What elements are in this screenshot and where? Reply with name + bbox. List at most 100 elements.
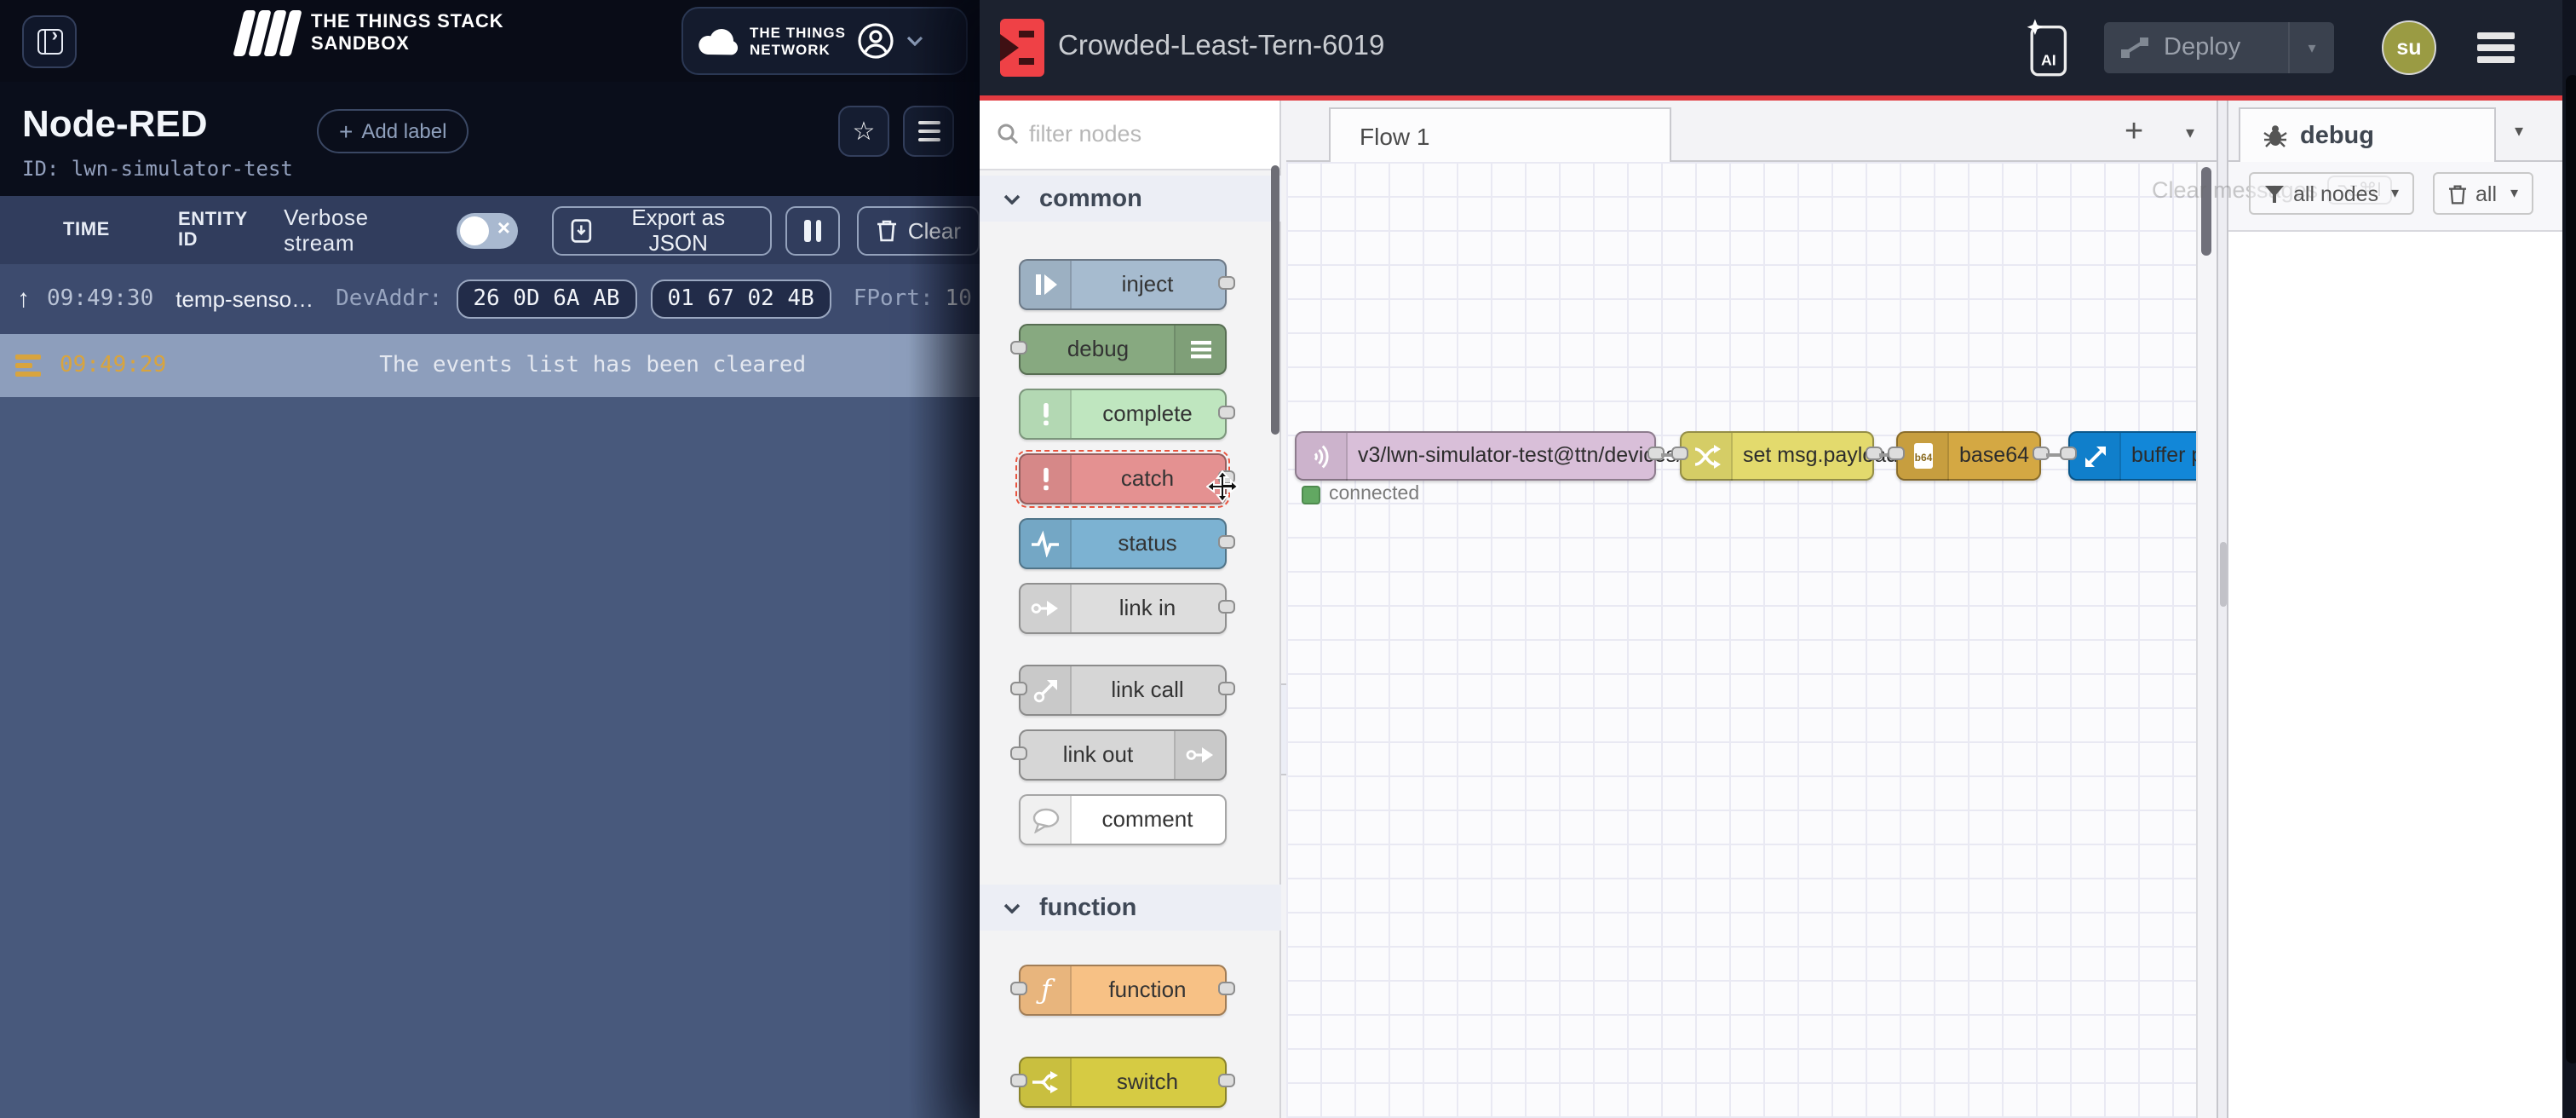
- events-list-icon: [15, 354, 43, 377]
- event-row-uplink[interactable]: ↑ 09:49:30 temp-senso… DevAddr: 26 0D 6A…: [0, 264, 980, 334]
- wire[interactable]: [1661, 453, 1675, 457]
- chevron-down-icon: ▾: [2510, 184, 2518, 201]
- plus-icon: +: [339, 118, 354, 145]
- deploy-button[interactable]: Deploy ▾: [2104, 22, 2334, 73]
- bug-icon: [2263, 125, 2287, 147]
- node-port-left[interactable]: [2060, 447, 2077, 460]
- add-flow-button[interactable]: +: [2114, 112, 2153, 153]
- palette-node-comment[interactable]: comment: [1019, 794, 1227, 845]
- palette-node-link-out[interactable]: link out: [1010, 729, 1227, 781]
- payload-badge[interactable]: 01 67 02 4B: [650, 280, 831, 319]
- add-label-button[interactable]: + Add label: [317, 109, 469, 153]
- tab-debug[interactable]: debug: [2239, 107, 2496, 162]
- flow-node-buffer-parser[interactable]: buffer parser: [2060, 430, 2196, 480]
- verbose-stream-toggle[interactable]: ×: [457, 212, 519, 248]
- node-port-left[interactable]: [1010, 682, 1027, 695]
- workspace-tabbar: Flow 1 + ▾: [1286, 100, 2217, 162]
- palette-node-debug[interactable]: debug: [1010, 324, 1227, 375]
- palette-node-link-call[interactable]: link call: [1010, 665, 1235, 716]
- flow-node-set-msg-payload[interactable]: set msg.payload: [1671, 430, 1898, 480]
- palette-node-inject[interactable]: inject: [1019, 259, 1235, 310]
- node-port-right[interactable]: [1218, 682, 1235, 695]
- palette-search[interactable]: filter nodes: [980, 100, 1281, 170]
- wire[interactable]: [2046, 453, 2063, 457]
- debug-messages-panel[interactable]: [2228, 232, 2562, 1118]
- search-icon: [998, 124, 1019, 145]
- palette-node-complete[interactable]: complete: [1019, 389, 1235, 440]
- node-palette: common inject debug complete catch status link…: [980, 170, 1281, 1118]
- header-accent-line: [980, 95, 2562, 100]
- node-port-right[interactable]: [1218, 1074, 1235, 1087]
- node-port-right[interactable]: [1218, 406, 1235, 419]
- clear-events-button[interactable]: Clear: [856, 205, 980, 255]
- debug-filter-button[interactable]: all nodes ▾: [2249, 172, 2414, 215]
- devaddr-badge[interactable]: 26 0D 6A AB: [456, 280, 637, 319]
- time-column-header: TIME: [63, 220, 110, 240]
- tts-logo-icon: [233, 10, 302, 56]
- node-port-left[interactable]: [1010, 341, 1027, 354]
- chevron-down-icon: ▾: [2390, 184, 2399, 201]
- ai-assistant-button[interactable]: AI: [2022, 17, 2070, 78]
- palette-section-common[interactable]: common: [980, 176, 1281, 222]
- exclamation-icon: [1021, 390, 1072, 438]
- debug-lines-icon: [1174, 326, 1225, 373]
- svg-text:AI: AI: [2041, 52, 2056, 69]
- background-window-strip: [2562, 0, 2576, 1118]
- svg-text:ƒ: ƒ: [1035, 975, 1055, 1006]
- chevron-down-icon: ▾: [2308, 38, 2316, 55]
- palette-node-label: function: [1108, 977, 1187, 1002]
- sidebar-toggle-icon: [37, 25, 62, 55]
- node-port-right[interactable]: [1218, 600, 1235, 614]
- main-menu-button[interactable]: [2477, 32, 2515, 62]
- event-row-cleared[interactable]: 09:49:29 The events list has been cleare…: [0, 334, 980, 397]
- account-line2: NETWORK: [750, 41, 831, 58]
- deploy-nodes-icon: [2121, 36, 2150, 60]
- palette-node-link-in[interactable]: link in: [1019, 583, 1235, 634]
- account-menu-button[interactable]: THE THINGS NETWORK: [681, 7, 968, 75]
- palette-node-switch[interactable]: switch: [1010, 1057, 1235, 1108]
- debug-clear-button[interactable]: all ▾: [2433, 172, 2533, 215]
- palette-node-function[interactable]: ƒ function: [1010, 965, 1235, 1016]
- palette-node-status[interactable]: status: [1019, 518, 1235, 569]
- palette-search-placeholder: filter nodes: [1029, 121, 1142, 147]
- user-avatar[interactable]: su: [2382, 20, 2436, 75]
- node-port-right[interactable]: [1218, 276, 1235, 290]
- flow-node-v3-lwn-simulator-test-ttn-devi[interactable]: v3/lwn-simulator-test@ttn/devices/+/up: [1295, 430, 1724, 480]
- sidebar-splitter[interactable]: [2217, 100, 2228, 1118]
- palette-scrollbar[interactable]: [1270, 165, 1279, 435]
- sidebar-tabbar: debug ▾: [2228, 100, 2562, 162]
- svg-text:b64: b64: [1914, 452, 1932, 464]
- tab-flow1[interactable]: Flow 1: [1329, 107, 1671, 162]
- toggle-knob: [460, 216, 490, 245]
- link-arrow-icon: [1021, 585, 1072, 632]
- flow-list-dropdown[interactable]: ▾: [2176, 122, 2205, 144]
- verbose-stream-label: Verbose stream: [284, 205, 369, 256]
- sidebar-options-dropdown[interactable]: ▾: [2504, 120, 2533, 142]
- app-menu-button[interactable]: [903, 106, 954, 157]
- event-time: 09:49:30: [47, 286, 154, 312]
- flow-node-base64[interactable]: b64 base64: [1888, 430, 2050, 480]
- sidebar-toggle-button[interactable]: [22, 15, 77, 68]
- node-port-right[interactable]: [1218, 535, 1235, 549]
- funnel-icon: [2265, 185, 2284, 202]
- export-json-button[interactable]: Export as JSON: [552, 205, 773, 256]
- palette-section-function[interactable]: function: [980, 885, 1281, 931]
- splitter-handle[interactable]: [2219, 542, 2226, 607]
- favorite-star-button[interactable]: ☆: [838, 106, 889, 157]
- flow-canvas[interactable]: v3/lwn-simulator-test@ttn/devices/+/up se…: [1286, 162, 2196, 1118]
- palette-node-catch[interactable]: catch: [1015, 450, 1235, 508]
- devaddr-label: DevAddr:: [336, 286, 443, 312]
- pause-stream-button[interactable]: [785, 205, 840, 255]
- canvas-scrollbar[interactable]: [2200, 166, 2211, 255]
- node-port-right[interactable]: [1218, 982, 1235, 995]
- node-port-left[interactable]: [1010, 982, 1027, 995]
- wire[interactable]: [1879, 453, 1891, 457]
- node-port-left[interactable]: [1888, 447, 1905, 460]
- deploy-options-dropdown[interactable]: ▾: [2288, 22, 2334, 73]
- node-port-left[interactable]: [1671, 447, 1688, 460]
- b64-doc-icon: b64: [1898, 432, 1949, 480]
- node-port-left[interactable]: [1010, 746, 1027, 760]
- node-port-left[interactable]: [1010, 1074, 1027, 1087]
